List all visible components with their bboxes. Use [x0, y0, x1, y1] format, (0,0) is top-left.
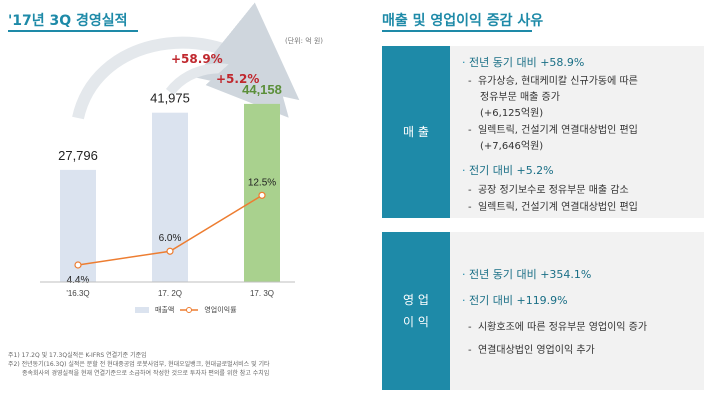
sales-yoy-item-2: - 일렉트릭, 건설기계 연결대상법인 편입 — [468, 125, 638, 136]
sales-qoq-heading: · 전기 대비 +5.2% — [462, 164, 554, 177]
margin-value-label-3: 12.5% — [248, 177, 276, 188]
category-label-2: 17. 2Q — [158, 289, 182, 298]
right-title: 매출 및 영업이익 증감 사유 — [382, 13, 544, 29]
margin-point-2 — [166, 247, 174, 255]
margin-value-label-1: 4.4% — [67, 275, 90, 286]
category-label-3: 17. 3Q — [250, 289, 274, 298]
footnote-1: 주1) 17.2Q 및 17.3Q실적은 K-IFRS 연결기준 기준임 — [8, 352, 147, 359]
performance-chart: 27,796 '16.3Q 41,975 17. 2Q 44,158 17. 3Q 4.4%… — [40, 2, 300, 298]
category-label-1: '16.3Q — [66, 289, 89, 298]
legend-swatch-margin — [180, 307, 199, 313]
profit-yoy-heading: · 전년 동기 대비 +354.1% — [462, 268, 592, 281]
sales-qoq-item-2: - 일렉트릭, 건설기계 연결대상법인 편입 — [468, 202, 638, 213]
sales-box — [450, 46, 704, 218]
footnote-3: 종속회사의 경영실적을 현재 연결기준으로 소급하여 작성한 것으로 투자자 편… — [22, 370, 270, 377]
legend-swatch-sales — [135, 307, 149, 313]
sales-yoy-item-1b: 정유부문 매출 증가 — [480, 92, 560, 103]
right-title-underline — [382, 30, 532, 32]
sales-yoy-item-1: - 유가상승, 현대케미칼 신규가동에 따른 — [468, 76, 638, 87]
chart-legend: 매출액 영업이익률 — [135, 305, 237, 315]
sales-value-label-1: 27,796 — [58, 148, 98, 163]
sales-bar-2 — [152, 112, 188, 282]
sales-qoq-item-1: - 공장 정기보수로 정유부문 매출 감소 — [468, 185, 629, 196]
margin-value-label-2: 6.0% — [159, 233, 182, 244]
sales-label: 매 출 — [382, 46, 450, 218]
profit-qoq-heading: · 전기 대비 +119.9% — [462, 294, 568, 307]
unit-label: (단위: 억 원) — [285, 37, 324, 45]
legend-label-sales: 매출액 — [155, 306, 175, 314]
profit-label-line2: 이 익 — [403, 315, 429, 329]
growth-arrow-qoq — [165, 31, 289, 118]
left-title: '17년 3Q 경영실적 — [8, 13, 128, 29]
growth-label-yoy: +58.9% — [171, 52, 223, 66]
footnote-2: 주2) 전년동기(16.3Q) 실적은 분할 전 현대중공업 로봇사업부, 현대… — [8, 361, 270, 368]
growth-label-qoq: +5.2% — [216, 72, 260, 86]
legend-label-margin: 영업이익률 — [204, 306, 237, 314]
profit-item-1: - 시황호조에 따른 정유부문 영업이익 증가 — [468, 322, 648, 333]
profit-box — [450, 232, 704, 390]
sales-yoy-item-2b: (+7,646억원) — [480, 141, 544, 152]
sales-value-label-2: 41,975 — [150, 91, 190, 106]
profit-label-line1: 영 업 — [403, 293, 429, 307]
margin-point-1 — [74, 261, 82, 269]
sales-yoy-heading: · 전년 동기 대비 +58.9% — [462, 56, 585, 69]
profit-label: 영 업 이 익 — [382, 232, 450, 390]
sales-value-label-3: 44,158 — [242, 82, 282, 97]
profit-item-2: - 연결대상법인 영업이익 추가 — [468, 345, 595, 356]
margin-point-3 — [258, 191, 266, 199]
sales-yoy-item-1c: (+6,125억원) — [480, 108, 544, 119]
left-title-underline — [8, 30, 138, 32]
